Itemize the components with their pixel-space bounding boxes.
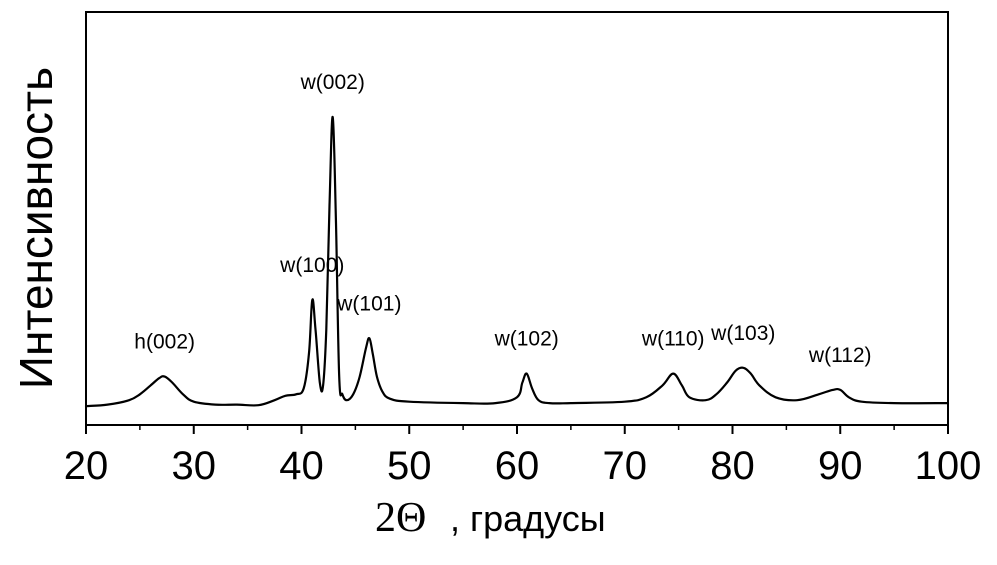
x-axis-label: 2Θ , градусы [375,495,606,541]
x-tick-label: 100 [915,444,982,488]
peak-label: w(112) [808,344,872,367]
x-tick-label: 50 [387,444,432,488]
peak-label: w(100) [279,254,344,277]
x-tick-label: 80 [710,444,755,488]
x-axis-tick-labels: 20 30 40 50 60 70 80 90 100 [64,444,982,488]
peak-label: w(102) [494,328,559,351]
x-tick-label: 90 [818,444,863,488]
peak-label: h(002) [134,331,195,354]
x-axis-label-text: , градусы [450,498,606,539]
peak-label: w(101) [336,292,401,315]
peak-label: w(103) [710,322,775,345]
x-tick-label: 70 [603,444,648,488]
x-tick-label: 20 [64,444,109,488]
x-tick-label: 40 [279,444,324,488]
x-axis-label-symbol: 2Θ [375,495,426,541]
peak-label: w(002) [300,71,365,94]
y-axis-label: Интенсивность [10,67,62,389]
peak-label: w(110) [641,328,705,351]
diffraction-curve [84,115,950,408]
x-axis-ticks [85,425,949,434]
peak-labels: h(002) w(100) w(002) w(101) w(102) w(110) w(10… [134,71,871,367]
x-tick-label: 30 [172,444,217,488]
x-tick-label: 60 [495,444,540,488]
